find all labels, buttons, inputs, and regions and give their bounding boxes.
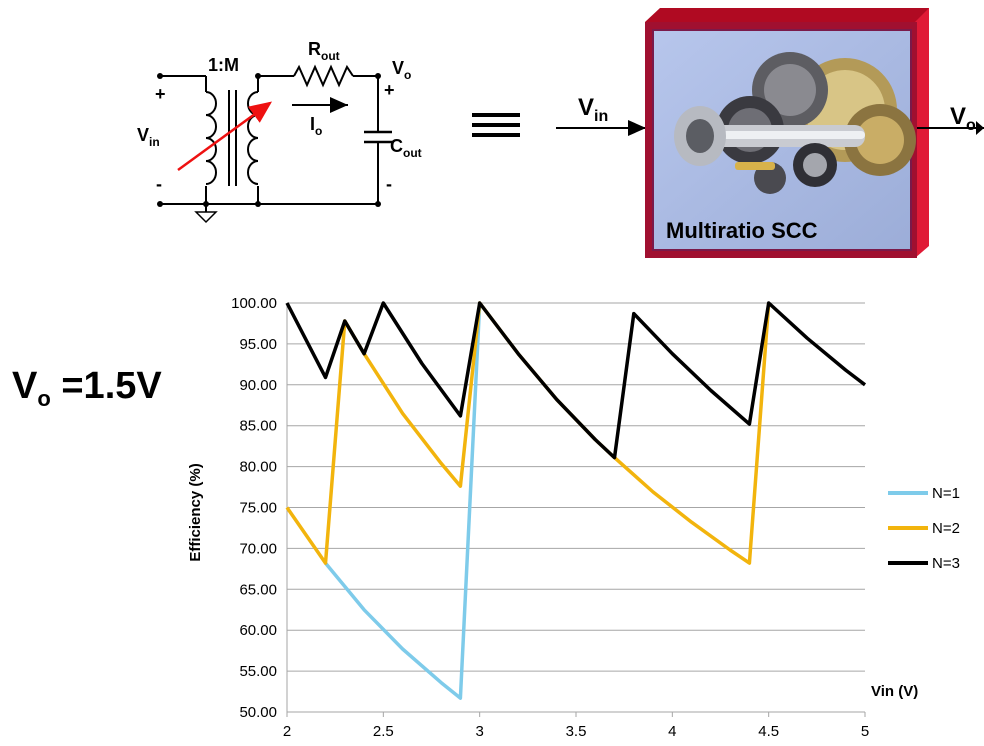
y-tick-label: 60.00 [239, 622, 277, 639]
chart-gridlines [286, 302, 865, 713]
y-tick-label: 55.00 [239, 663, 277, 680]
y-tick-label: 95.00 [239, 336, 277, 353]
primary-coil [205, 91, 217, 185]
vout-arrowhead [976, 121, 984, 135]
block-label: Multiratio SCC [666, 218, 818, 243]
x-tick-label: 3.5 [566, 723, 587, 740]
legend-label: N=3 [932, 555, 960, 572]
vin-minus: - [156, 174, 162, 194]
secondary-coil [247, 91, 259, 185]
gearbox-icon [674, 52, 916, 194]
y-tick-label: 50.00 [239, 704, 277, 721]
legend-label: N=2 [932, 520, 960, 537]
cout-label: Cout [390, 136, 422, 160]
legend-label: N=1 [932, 485, 960, 502]
vin-plus: + [155, 84, 166, 104]
multiratio-scc-block: Multiratio SCC [645, 8, 929, 258]
y-tick-label: 65.00 [239, 581, 277, 598]
series-line-n2 [285, 301, 771, 565]
vo-node-label: Vo [392, 58, 411, 82]
block-vin-label: Vin [578, 94, 608, 125]
x-tick-label: 2 [283, 723, 291, 740]
rout-label: Rout [308, 39, 340, 63]
y-axis-label: Efficiency (%) [187, 463, 204, 561]
y-tick-label: 85.00 [239, 418, 277, 435]
ratio-label: 1:M [208, 55, 239, 75]
x-tick-label: 2.5 [373, 723, 394, 740]
block-vout-label: Vo [950, 103, 976, 134]
ground-icon [194, 211, 218, 224]
series-line-n1 [324, 302, 482, 700]
x-tick-label: 4 [668, 723, 676, 740]
x-tick-label: 5 [861, 723, 869, 740]
y-tick-label: 75.00 [239, 500, 277, 517]
series-line-n3 [285, 301, 867, 460]
vo-plus: + [384, 80, 395, 100]
resistor-symbol [293, 64, 354, 88]
transformer-circuit [160, 64, 392, 224]
y-axis-ticks: 50.00 55.00 60.00 65.00 70.00 75.00 80.00 85.00… [231, 295, 277, 721]
y-tick-label: 100.00 [231, 295, 277, 312]
vin-circuit-label: Vin [137, 125, 160, 149]
chart-legend: N=1 N=2 N=3 [888, 485, 960, 572]
y-tick-label: 80.00 [239, 459, 277, 476]
vo-minus: - [386, 174, 392, 194]
chart-series [285, 301, 867, 700]
variable-ratio-arrow [177, 101, 273, 172]
x-tick-label: 3 [475, 723, 483, 740]
y-tick-label: 70.00 [239, 540, 277, 557]
circuit-nodes [157, 73, 381, 207]
x-axis-ticks: 2 2.5 3 3.5 4 4.5 5 [283, 712, 869, 740]
y-tick-label: 90.00 [239, 377, 277, 394]
x-axis-label: Vin (V) [871, 683, 918, 700]
equivalence-symbol [472, 113, 520, 137]
io-label: Io [310, 114, 322, 138]
x-tick-label: 4.5 [758, 723, 779, 740]
efficiency-chart: 50.00 55.00 60.00 65.00 70.00 75.00 80.00 85.00… [187, 295, 960, 740]
vo-value-label: Vo =1.5V [12, 365, 162, 411]
